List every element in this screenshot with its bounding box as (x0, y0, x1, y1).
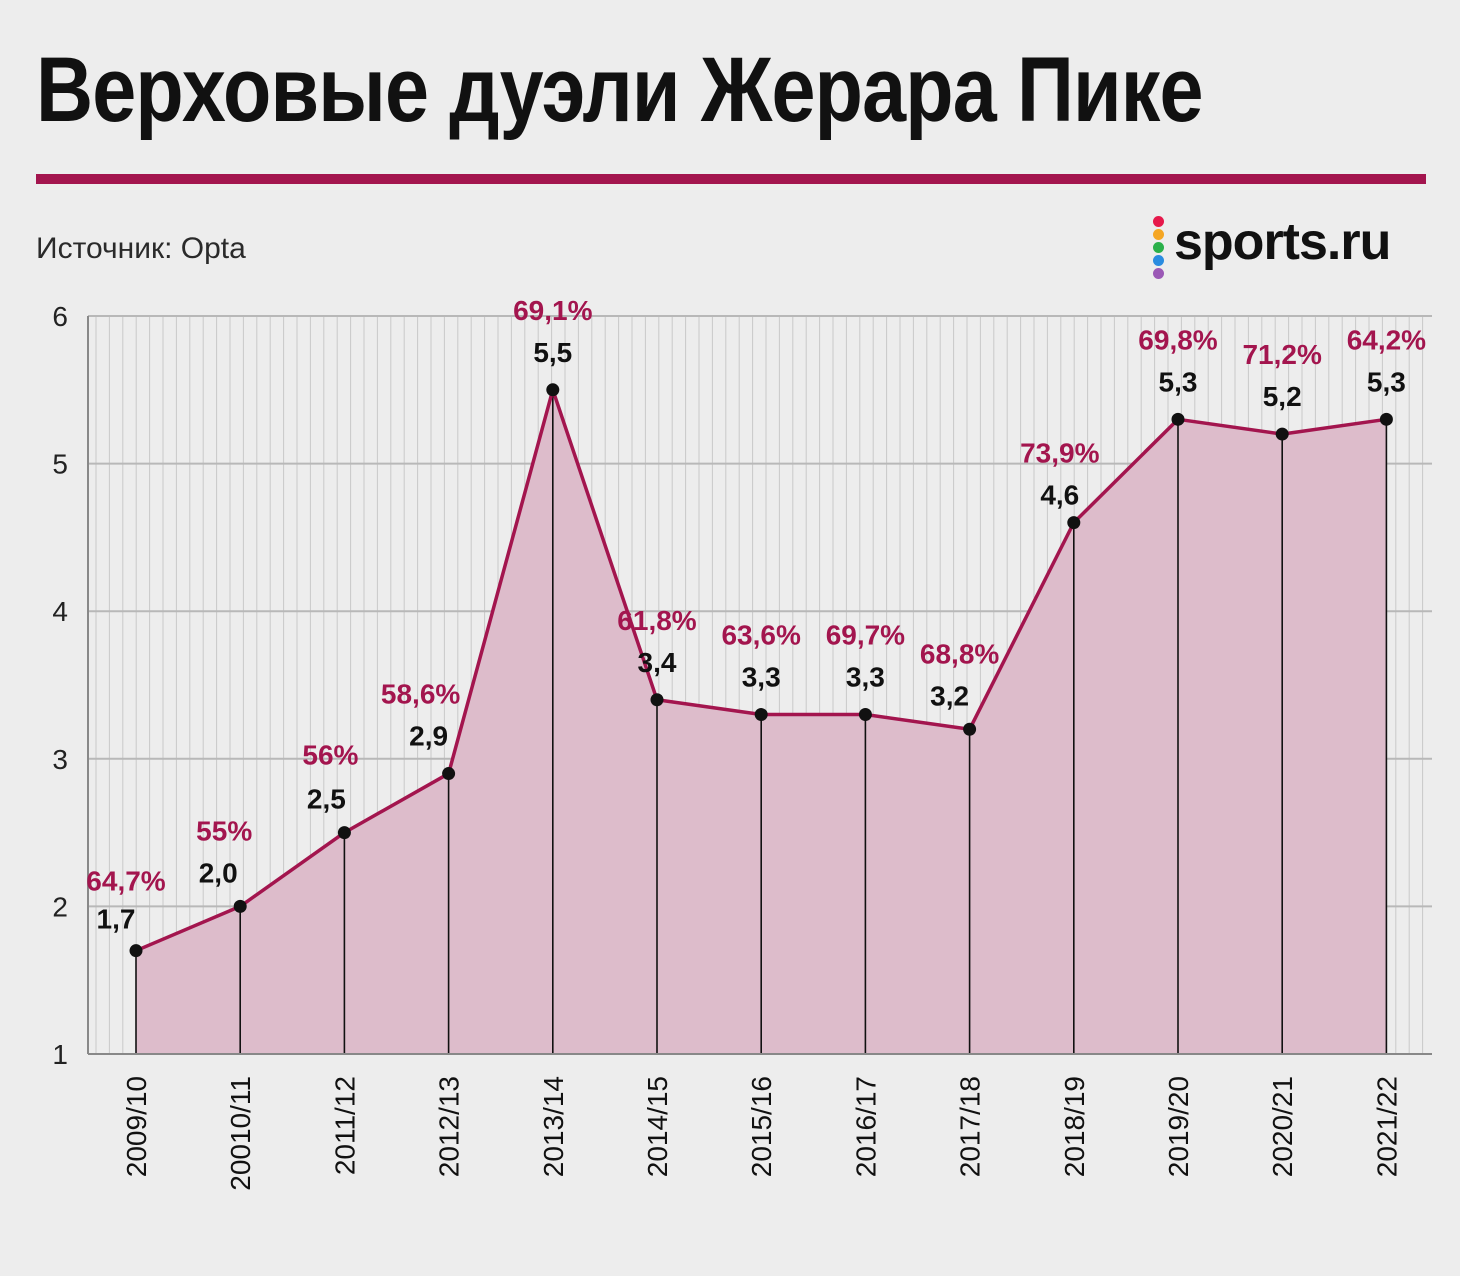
x-tick-label: 2017/18 (955, 1076, 986, 1177)
value-label: 2,5 (307, 784, 346, 815)
value-label: 1,7 (97, 904, 136, 935)
value-label: 5,3 (1367, 366, 1406, 397)
x-tick-label: 20010/11 (225, 1076, 256, 1191)
value-label: 3,3 (846, 662, 885, 693)
y-tick-label: 5 (52, 449, 68, 480)
value-label: 3,4 (638, 647, 677, 678)
data-point (650, 693, 664, 707)
percent-label: 68,8% (920, 638, 999, 669)
logo-dot (1153, 229, 1164, 240)
logo-text: sports.ru (1174, 213, 1391, 271)
logo-dot (1153, 255, 1164, 266)
data-point (1067, 516, 1081, 530)
x-tick-label: 2009/10 (121, 1076, 152, 1177)
value-label: 3,2 (930, 680, 969, 711)
data-point (129, 944, 143, 958)
percent-label: 58,6% (381, 679, 460, 710)
x-tick-label: 2016/17 (850, 1076, 881, 1177)
value-label: 2,9 (409, 721, 448, 752)
percent-label: 73,9% (1020, 438, 1099, 469)
y-tick-label: 2 (52, 891, 68, 922)
percent-label: 69,7% (826, 620, 905, 651)
y-tick-label: 1 (52, 1039, 68, 1070)
x-tick-label: 2013/14 (538, 1076, 569, 1177)
y-tick-label: 3 (52, 744, 68, 775)
percent-label: 63,6% (721, 620, 800, 651)
y-tick-label: 6 (52, 301, 68, 332)
value-label: 5,3 (1159, 366, 1198, 397)
x-tick-label: 2021/22 (1371, 1076, 1402, 1177)
logo-dot (1153, 216, 1164, 227)
percent-label: 64,2% (1347, 324, 1426, 355)
data-point (337, 826, 351, 840)
x-tick-label: 2011/12 (329, 1076, 360, 1175)
data-point (1171, 412, 1185, 426)
percent-label: 56% (302, 740, 358, 771)
data-point (1379, 412, 1393, 426)
sportsru-logo: sports.ru (1150, 212, 1430, 282)
y-tick-label: 4 (52, 596, 68, 627)
percent-label: 55% (196, 815, 252, 846)
value-label: 5,2 (1263, 381, 1302, 412)
chart-title: Верховые дуэли Жерара Пике (36, 39, 1204, 141)
data-point (1275, 427, 1289, 441)
x-tick-label: 2012/13 (434, 1076, 465, 1177)
logo-dots-icon (1153, 216, 1165, 282)
percent-label: 61,8% (617, 605, 696, 636)
percent-label: 71,2% (1242, 339, 1321, 370)
x-tick-label: 2014/15 (642, 1076, 673, 1177)
x-tick-label: 2018/19 (1059, 1076, 1090, 1177)
data-point (963, 722, 977, 736)
value-label: 2,0 (199, 857, 238, 888)
data-point (233, 899, 247, 913)
source-note: Источник: Opta (36, 232, 246, 265)
x-tick-label: 2019/20 (1163, 1076, 1194, 1177)
logo-dot (1153, 268, 1164, 279)
percent-label: 64,7% (86, 866, 165, 897)
x-tick-label: 2020/21 (1267, 1076, 1298, 1177)
value-label: 5,5 (533, 337, 572, 368)
data-point (754, 708, 768, 722)
title-underline (36, 174, 1426, 184)
data-point (858, 708, 872, 722)
x-tick-label: 2015/16 (746, 1076, 777, 1177)
value-label: 4,6 (1040, 480, 1079, 511)
data-point (546, 383, 560, 397)
data-point (442, 767, 456, 781)
percent-label: 69,8% (1138, 324, 1217, 355)
logo-dot (1153, 242, 1164, 253)
value-label: 3,3 (742, 662, 781, 693)
percent-label: 69,1% (513, 295, 592, 326)
